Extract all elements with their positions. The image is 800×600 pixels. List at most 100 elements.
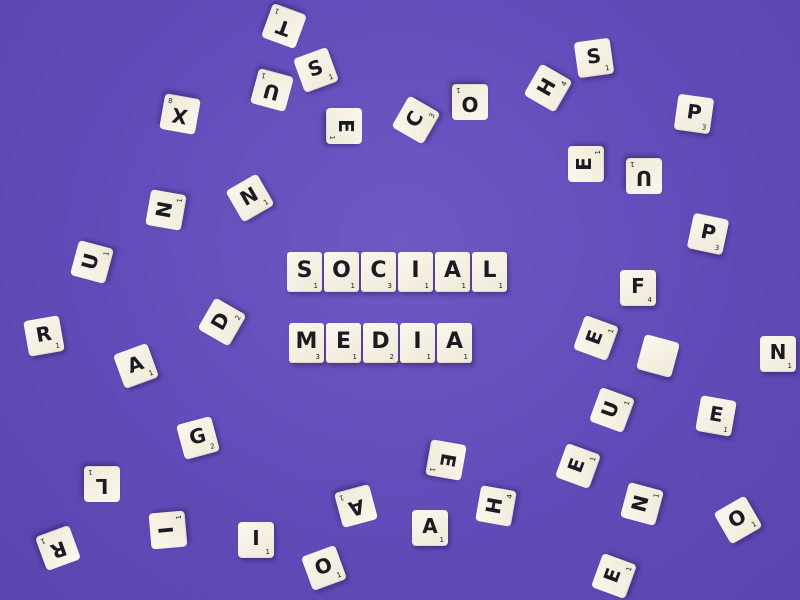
letter-tile: X 8: [159, 93, 201, 135]
tile-letter: O: [332, 258, 351, 283]
tile-letter: U: [635, 166, 653, 190]
letter-tile: M 3: [289, 323, 324, 363]
tile-score: 3: [427, 111, 437, 120]
tile-score: 1: [456, 86, 461, 94]
letter-tile: I 1: [400, 323, 435, 363]
letter-tile: O 1: [300, 544, 348, 592]
tile-score: 1: [338, 493, 345, 502]
letter-tile: S 1: [573, 37, 615, 79]
tile-letter: P: [698, 218, 719, 246]
tile-score: 2: [233, 313, 243, 322]
letter-tile: F 4: [620, 270, 656, 306]
tile-score: 1: [463, 353, 468, 361]
letter-tile: E 1: [590, 552, 638, 600]
tile-score: 2: [389, 353, 394, 361]
blank-tile: [635, 333, 681, 379]
letter-tile: N 1: [225, 173, 275, 223]
letter-tile: L 1: [84, 466, 120, 502]
tile-letter: U: [260, 78, 283, 106]
tile-letter: P: [685, 99, 704, 125]
tile-letter: O: [723, 503, 751, 533]
letter-tile: N 1: [619, 481, 665, 527]
tile-score: 1: [328, 135, 336, 140]
letter-tile: R 1: [34, 524, 82, 572]
letter-tile: O 1: [452, 84, 488, 120]
letter-tile: I 1: [148, 510, 188, 550]
tile-score: 1: [426, 353, 431, 361]
tile-score: 3: [315, 353, 320, 361]
tile-letter: E: [598, 564, 626, 586]
letter-tile: A 1: [437, 323, 472, 363]
letter-tile: L 1: [472, 252, 507, 292]
tile-score: 4: [647, 296, 652, 304]
letter-tile: S 1: [292, 46, 340, 94]
tile-score: 1: [174, 514, 184, 520]
letter-tile: O 1: [713, 495, 763, 545]
tile-letter: N: [235, 181, 263, 211]
tile-score: 1: [350, 282, 355, 290]
tile-score: 1: [498, 282, 503, 290]
letter-tile: I 1: [398, 252, 433, 292]
letter-tile: O 1: [324, 252, 359, 292]
tile-letter: M: [295, 329, 318, 354]
tile-letter: D: [205, 307, 235, 335]
tile-letter: E: [334, 119, 358, 133]
tile-score: 1: [787, 362, 792, 370]
letter-tile: T 1: [260, 2, 308, 50]
letter-tile: H 4: [523, 63, 573, 113]
tile-score: 1: [313, 282, 318, 290]
letter-tile: U 1: [588, 386, 636, 434]
tile-letter: O: [461, 92, 479, 116]
letter-tile: E 1: [326, 323, 361, 363]
tile-letter: I: [411, 258, 420, 283]
letter-tile: A 1: [435, 252, 470, 292]
letter-tile: E 1: [425, 439, 467, 481]
tile-letter: [644, 338, 679, 347]
letter-tile: E 1: [568, 146, 604, 182]
tile-letter: E: [707, 401, 726, 428]
tile-letter: N: [150, 199, 178, 220]
tile-score: 3: [701, 123, 707, 132]
tile-letter: I: [413, 329, 422, 354]
tile-score: 1: [461, 282, 466, 290]
tile-letter: E: [434, 451, 461, 470]
tile-score: 3: [387, 282, 392, 290]
letter-tile: C 3: [391, 95, 441, 145]
tile-letter: L: [95, 474, 109, 498]
letter-tile: E 1: [326, 108, 362, 144]
letter-tile: N 1: [145, 189, 187, 231]
tile-letter: A: [422, 514, 438, 538]
tile-letter: E: [562, 454, 590, 476]
tile-letter: U: [76, 250, 104, 273]
tile-score: 4: [559, 79, 569, 88]
letter-tile: D 2: [197, 297, 247, 347]
tile-letter: D: [371, 329, 390, 354]
letter-tile: A 1: [333, 483, 379, 529]
tile-letter: H: [480, 495, 508, 516]
letter-tile: H 4: [475, 485, 517, 527]
letter-tile: N 1: [760, 336, 796, 372]
letter-tile: C 3: [361, 252, 396, 292]
letter-tile: E 1: [554, 442, 602, 490]
letter-tile: P 3: [673, 93, 715, 135]
tile-letter: S: [296, 258, 313, 283]
tile-letter: L: [482, 258, 497, 283]
tile-letter: F: [631, 274, 645, 298]
tile-score: 1: [262, 197, 271, 208]
tile-score: 1: [424, 282, 429, 290]
tile-letter: A: [443, 258, 462, 283]
tile-letter: X: [169, 102, 190, 130]
tile-letter: C: [400, 106, 429, 132]
letter-tile: U 1: [69, 239, 115, 285]
tile-score: 1: [265, 548, 270, 556]
tile-score: 3: [713, 243, 721, 253]
tile-score: 1: [88, 468, 93, 476]
letter-tile: S 1: [287, 252, 322, 292]
tile-letter: C: [370, 258, 387, 283]
tile-letter: H: [531, 73, 561, 101]
letter-tile: G 2: [175, 415, 221, 461]
letter-tile: E 1: [695, 395, 737, 437]
letter-tile: U 1: [626, 158, 662, 194]
tile-score: 1: [594, 150, 602, 155]
